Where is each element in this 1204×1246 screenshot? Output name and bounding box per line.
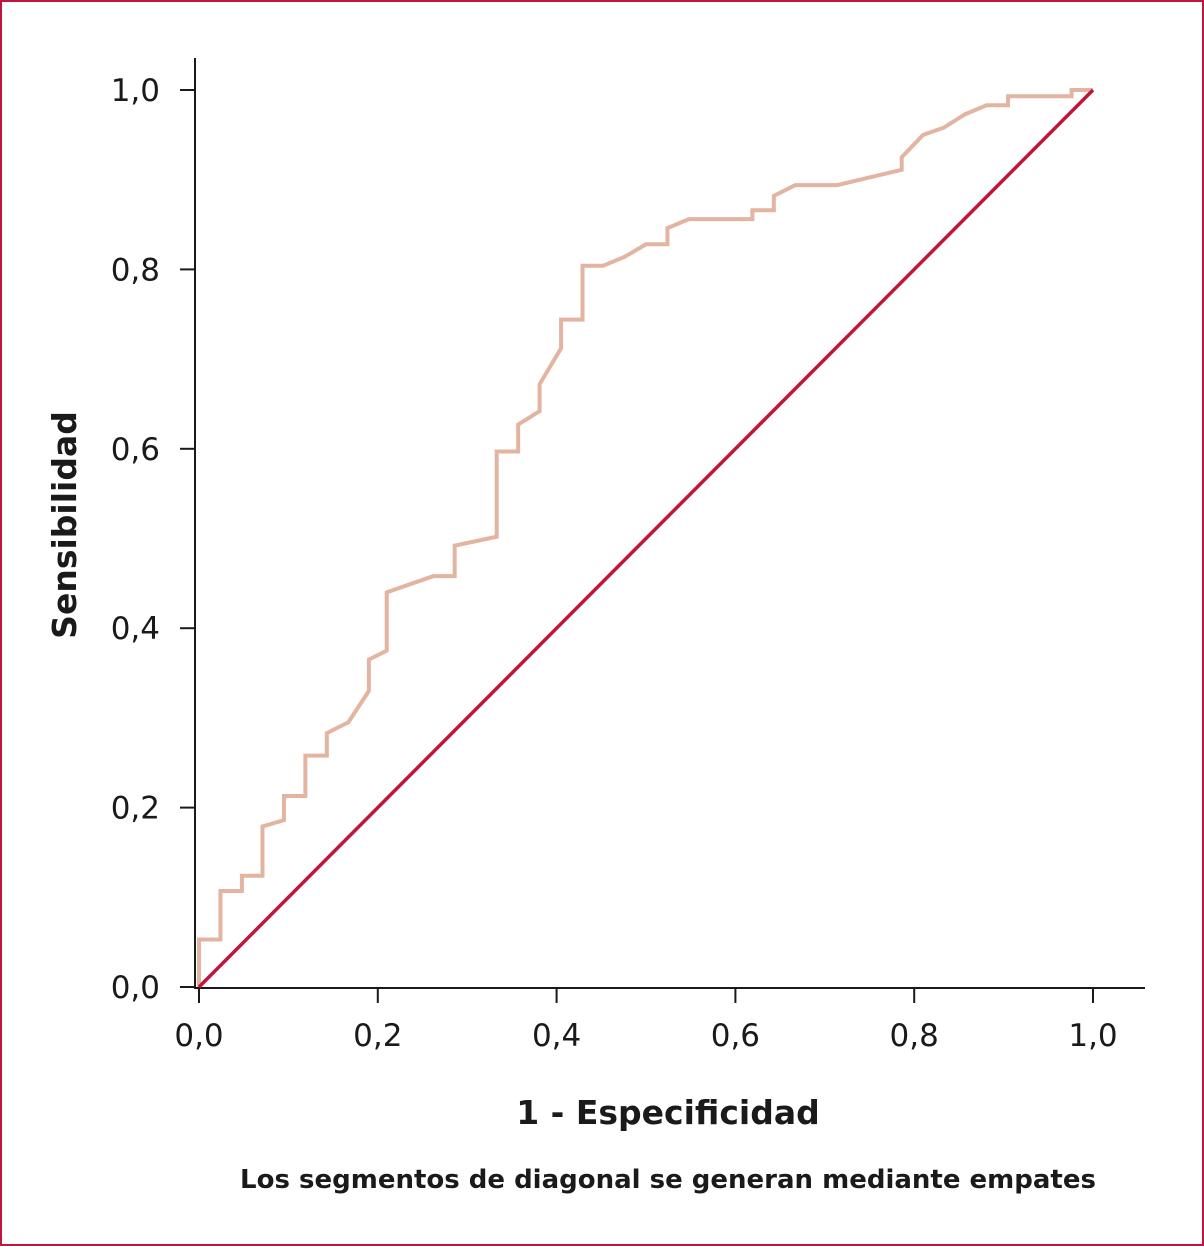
y-tick-label: 0,0	[111, 970, 160, 1006]
axes	[194, 58, 1145, 989]
chart-note: Los segmentos de diagonal se generan med…	[240, 1165, 1096, 1195]
y-tick-label: 0,2	[111, 791, 160, 827]
x-ticks: 0,0 0,2 0,4 0,6 0,8 1,0	[174, 988, 1118, 1054]
roc-curve	[197, 88, 1093, 987]
x-tick-label: 0,6	[711, 1018, 760, 1054]
y-axis-title: Sensibilidad	[45, 411, 84, 639]
x-tick-label: 0,8	[890, 1018, 939, 1054]
y-tick-label: 0,4	[111, 611, 160, 647]
series-layer	[197, 88, 1095, 989]
x-tick-label: 1,0	[1068, 1018, 1117, 1054]
x-tick-label: 0,2	[353, 1018, 402, 1054]
y-tick-label: 1,0	[111, 73, 160, 109]
y-tick-label: 0,6	[111, 432, 160, 468]
x-tick-label: 0,0	[174, 1018, 223, 1054]
reference-diagonal	[197, 88, 1095, 989]
x-tick-label: 0,4	[532, 1018, 581, 1054]
y-tick-label: 0,8	[111, 252, 160, 288]
x-axis-title: 1 - Especificidad	[516, 1093, 820, 1132]
y-ticks: 0,0 0,2 0,4 0,6 0,8 1,0	[111, 73, 195, 1006]
